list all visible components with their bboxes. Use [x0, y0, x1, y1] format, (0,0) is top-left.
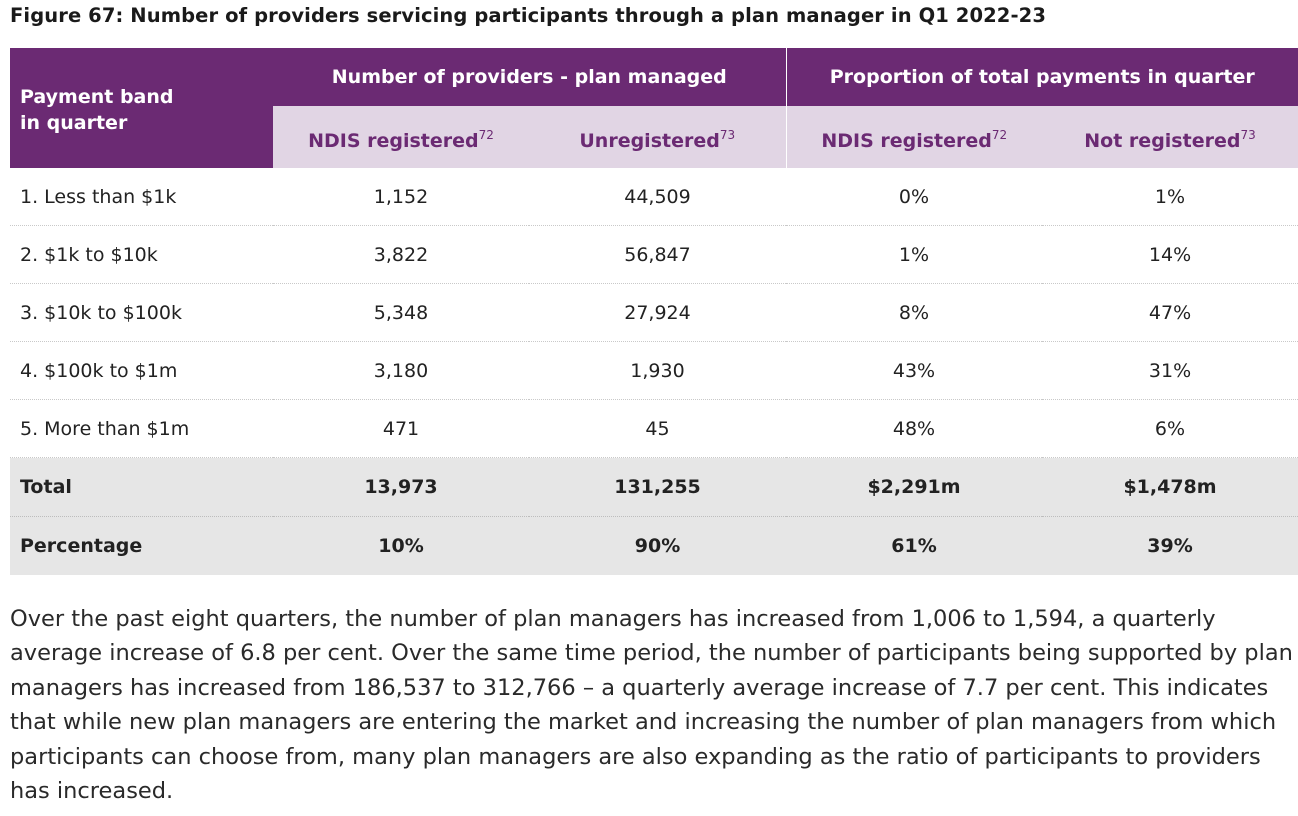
- group-header-providers: Number of providers - plan managed: [273, 48, 787, 106]
- payment-band-cell: 5. More than $1m: [10, 399, 273, 458]
- ndis-registered-cell: 3,180: [273, 341, 529, 400]
- subheader-unregistered-providers: Unregistered73: [529, 106, 787, 168]
- payment-band-cell: 2. $1k to $10k: [10, 225, 273, 284]
- percentage-ndis-registered: 10%: [273, 516, 529, 575]
- unregistered-cell: 27,924: [529, 283, 786, 342]
- total-payments-ndis: $2,291m: [786, 457, 1042, 517]
- subheader-ndis-registered-payments: NDIS registered72: [786, 106, 1042, 168]
- footnote-ref: 73: [1240, 128, 1256, 142]
- payment-band-cell: 1. Less than $1k: [10, 168, 273, 226]
- proportion-not-registered-cell: 1%: [1042, 168, 1298, 226]
- subheader-not-registered-payments: Not registered73: [1042, 106, 1298, 168]
- total-payments-not-registered: $1,478m: [1042, 457, 1298, 517]
- payment-band-cell: 4. $100k to $1m: [10, 341, 273, 400]
- percentage-row: Percentage 10% 90% 61% 39%: [10, 516, 1298, 575]
- proportion-ndis-cell: 48%: [786, 399, 1042, 458]
- proportion-not-registered-cell: 47%: [1042, 283, 1298, 342]
- group-header-proportion: Proportion of total payments in quarter: [786, 48, 1298, 106]
- body-paragraph: Over the past eight quarters, the number…: [10, 606, 1293, 805]
- payment-band-header-line-2: in quarter: [20, 112, 128, 134]
- percentage-payments-not-registered: 39%: [1042, 516, 1298, 575]
- proportion-ndis-cell: 43%: [786, 341, 1042, 400]
- footnote-ref: 72: [991, 128, 1008, 142]
- ndis-registered-cell: 471: [273, 399, 529, 458]
- subheader-label: Not registered: [1084, 130, 1241, 152]
- proportion-not-registered-cell: 31%: [1042, 341, 1298, 400]
- table-row: 4. $100k to $1m 3,180 1,930 43% 31%: [10, 341, 1298, 400]
- total-unregistered: 131,255: [529, 457, 786, 517]
- unregistered-cell: 45: [529, 399, 786, 458]
- proportion-ndis-cell: 8%: [786, 283, 1042, 342]
- footnote-ref: 72: [478, 128, 494, 142]
- footnote-ref: 73: [719, 128, 736, 142]
- total-label: Total: [10, 457, 273, 517]
- percentage-label: Percentage: [10, 516, 273, 575]
- providers-table: Payment band in quarter Number of provide…: [10, 48, 1298, 575]
- table-header-row-sub: NDIS registered72 Unregistered73 NDIS re…: [10, 106, 1298, 168]
- subheader-ndis-registered-providers: NDIS registered72: [273, 106, 529, 168]
- percentage-unregistered: 90%: [529, 516, 786, 575]
- payment-band-header: Payment band in quarter: [10, 48, 273, 168]
- payment-band-header-line-1: Payment band: [20, 86, 174, 108]
- ndis-registered-cell: 1,152: [273, 168, 529, 226]
- percentage-payments-ndis: 61%: [786, 516, 1042, 575]
- unregistered-cell: 1,930: [529, 341, 786, 400]
- unregistered-cell: 56,847: [529, 225, 786, 284]
- table-row: 3. $10k to $100k 5,348 27,924 8% 47%: [10, 283, 1298, 342]
- subheader-label: NDIS registered: [308, 130, 479, 152]
- ndis-registered-cell: 5,348: [273, 283, 529, 342]
- total-row: Total 13,973 131,255 $2,291m $1,478m: [10, 457, 1298, 517]
- total-ndis-registered: 13,973: [273, 457, 529, 517]
- table-header-row-group: Payment band in quarter Number of provide…: [10, 48, 1298, 168]
- proportion-ndis-cell: 0%: [786, 168, 1042, 226]
- ndis-registered-cell: 3,822: [273, 225, 529, 284]
- subheader-label: Unregistered: [579, 130, 720, 152]
- proportion-ndis-cell: 1%: [786, 225, 1042, 284]
- proportion-not-registered-cell: 14%: [1042, 225, 1298, 284]
- figure-title: Figure 67: Number of providers servicing…: [10, 4, 1047, 27]
- table-row: 1. Less than $1k 1,152 44,509 0% 1%: [10, 168, 1298, 226]
- payment-band-cell: 3. $10k to $100k: [10, 283, 273, 342]
- proportion-not-registered-cell: 6%: [1042, 399, 1298, 458]
- table-row: 2. $1k to $10k 3,822 56,847 1% 14%: [10, 225, 1298, 284]
- table-row: 5. More than $1m 471 45 48% 6%: [10, 399, 1298, 458]
- unregistered-cell: 44,509: [529, 168, 786, 226]
- subheader-label: NDIS registered: [821, 130, 992, 152]
